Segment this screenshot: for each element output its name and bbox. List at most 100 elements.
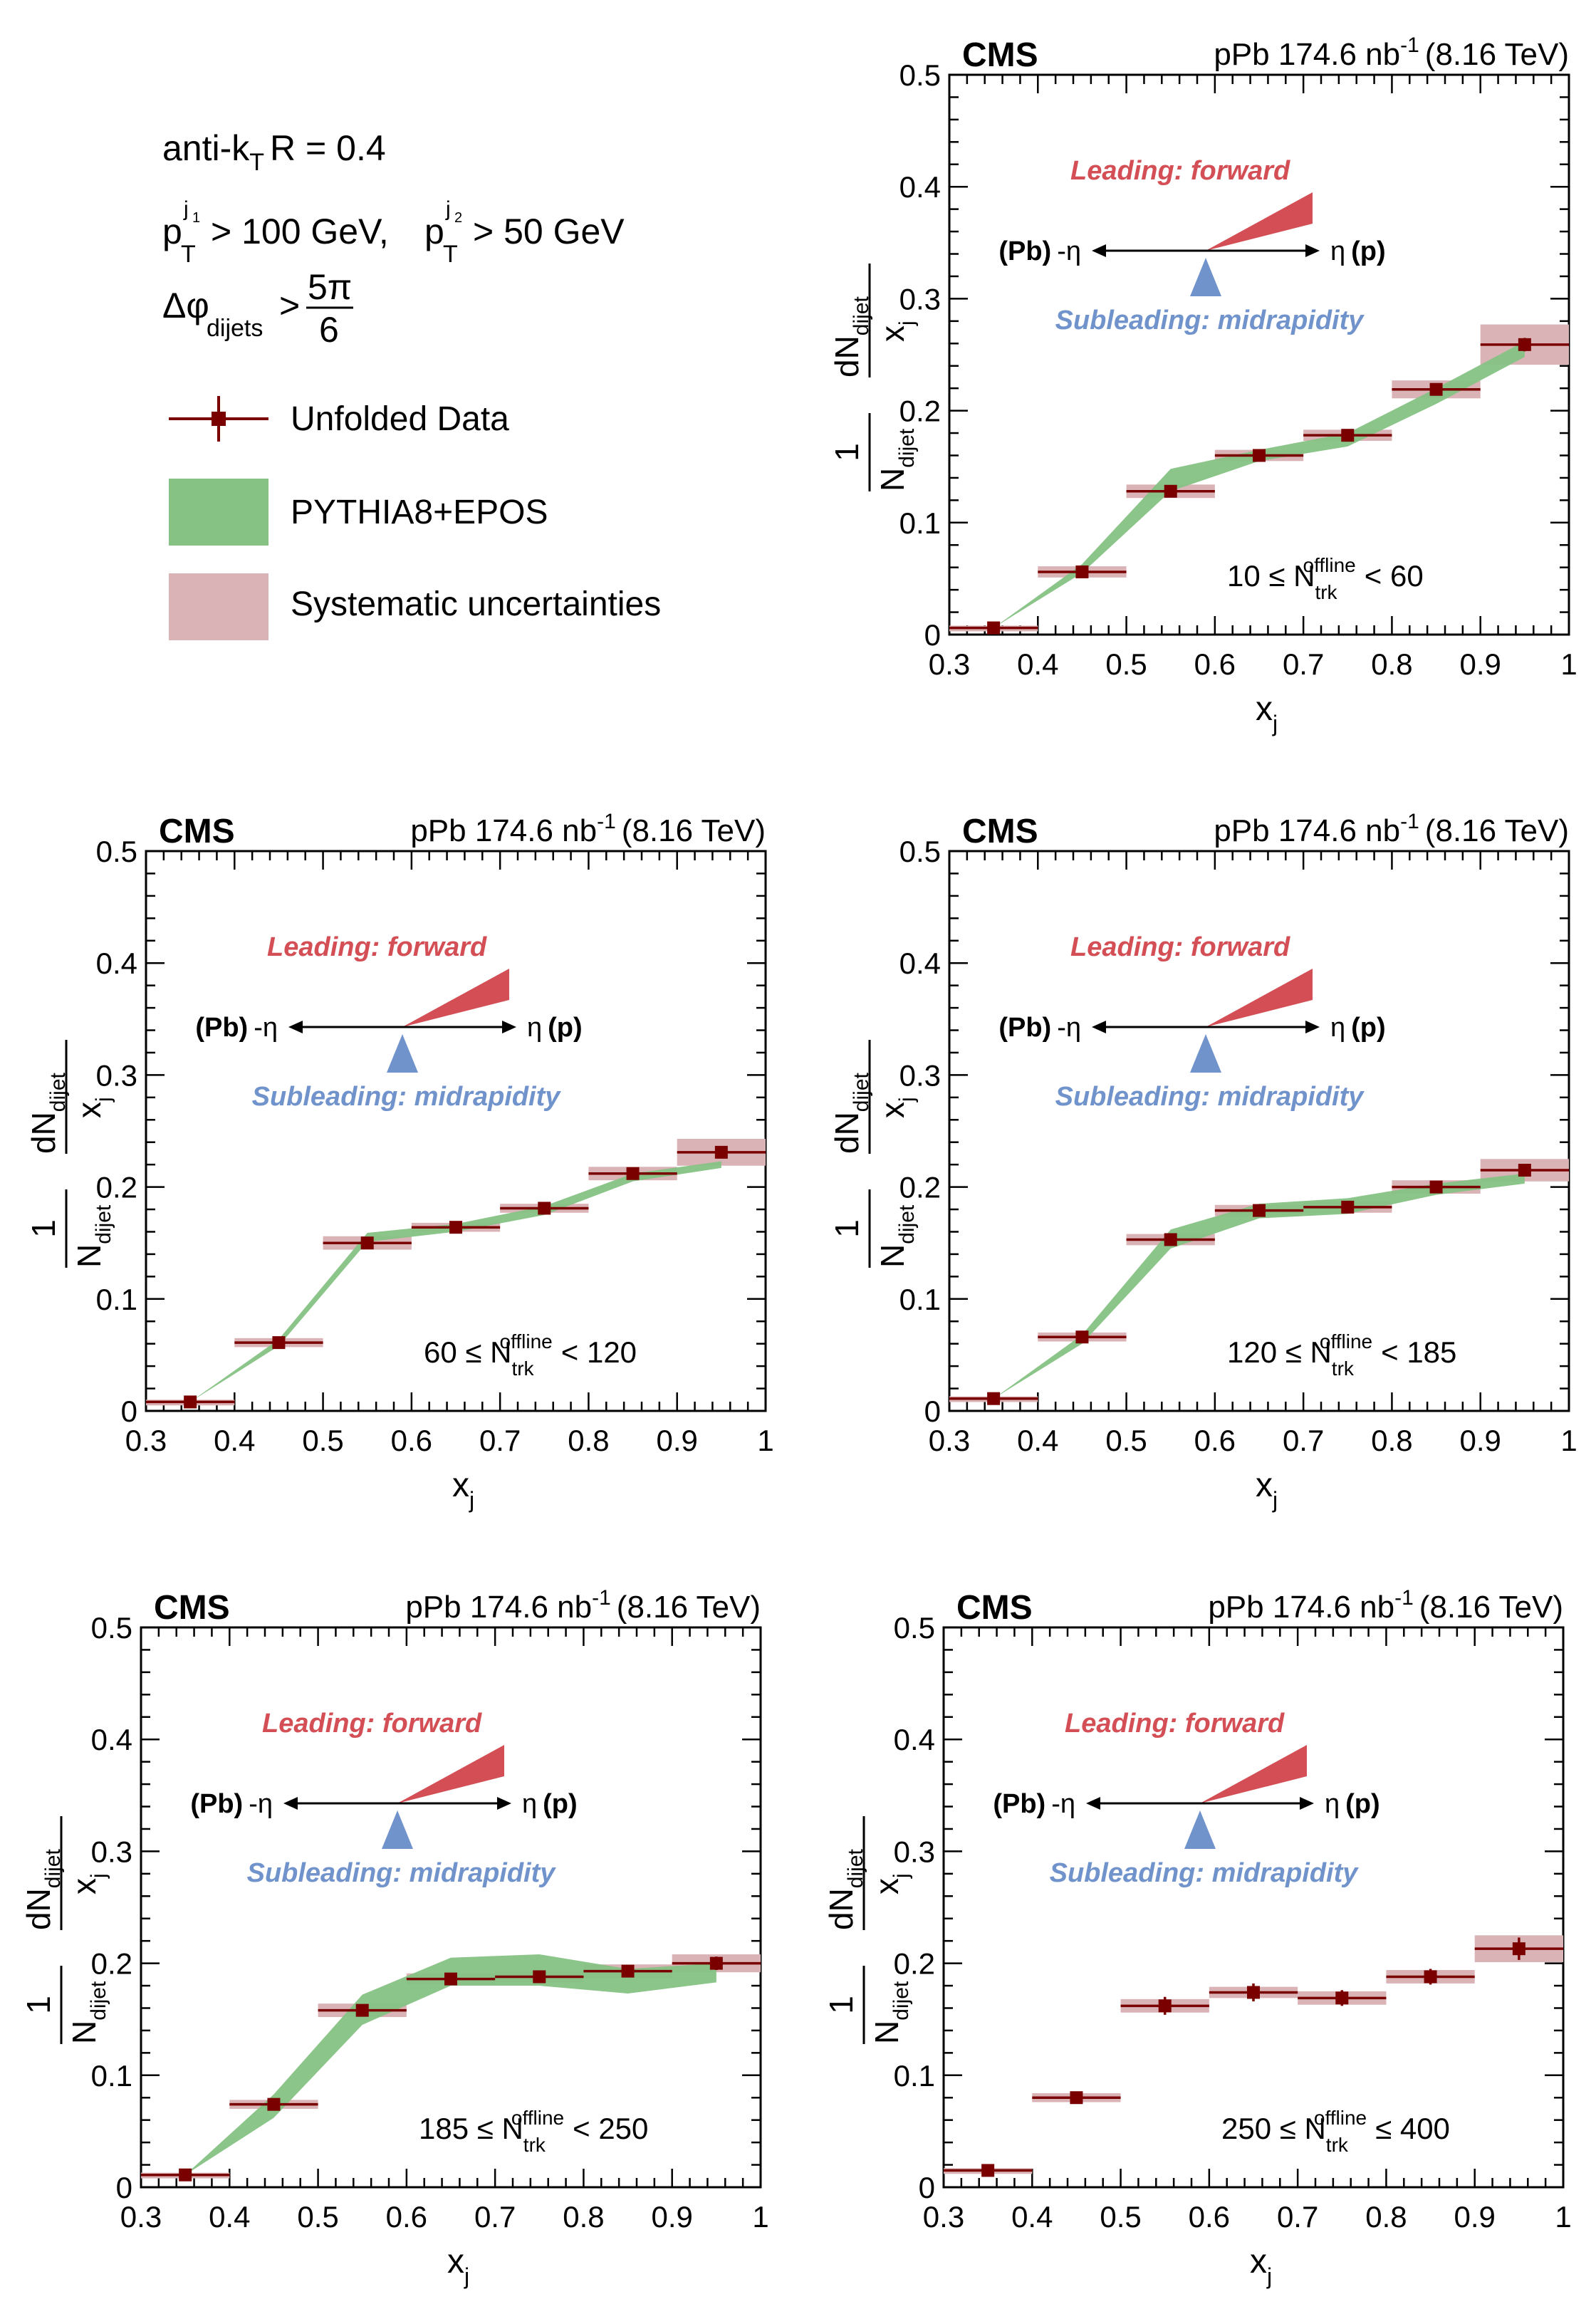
x-tick-label: 0.4 — [209, 2200, 250, 2234]
y-tick-label: 0.3 — [91, 1835, 132, 1868]
svg-text:Systematic uncertainties: Systematic uncertainties — [291, 585, 661, 623]
subleading-jet-cone — [382, 1810, 413, 1849]
y-tick-label: 0.4 — [899, 170, 941, 204]
multiplicity-range-label: 10 ≤ Ntrkoffline < 60 — [1227, 554, 1424, 603]
plot-frame — [942, 1626, 1565, 2189]
data-point — [1070, 2091, 1083, 2105]
x-axis-title: xj — [452, 1466, 474, 1513]
y-title-N: Ndijet — [71, 1204, 115, 1268]
arrow-right-icon — [1305, 1021, 1320, 1033]
arrow-right-icon — [497, 1797, 511, 1810]
y-title-x: xj — [874, 1097, 919, 1118]
y-axis-title: 1 Ndijet dNdijet xj — [25, 1040, 115, 1268]
x-axis-title: xj — [447, 2243, 469, 2289]
legend-entry-model: PYTHIA8+EPOS — [169, 479, 548, 546]
data-point — [449, 1221, 462, 1234]
y-title-x: xj — [868, 1873, 913, 1895]
svg-text:1: 1 — [192, 210, 200, 226]
x-tick-label: 0.7 — [474, 2200, 516, 2234]
data-point — [1075, 1330, 1089, 1344]
y-title-one: 1 — [828, 1219, 865, 1238]
y-title-dN: dNdijet — [828, 1072, 873, 1154]
data-point — [355, 2003, 369, 2017]
y-title-N: Ndijet — [868, 1981, 913, 2044]
eta-right-label: η (p) — [1330, 236, 1386, 266]
eta-left-label: (Pb) -η — [195, 1013, 278, 1043]
svg-text:PYTHIA8+EPOS: PYTHIA8+EPOS — [291, 494, 548, 531]
data-point — [272, 1336, 286, 1350]
leading-label: Leading: forward — [1070, 156, 1290, 186]
subleading-label: Subleading: midrapidity — [1055, 306, 1365, 335]
data-point — [1158, 1999, 1172, 2013]
experiment-label: CMS — [159, 813, 235, 850]
y-tick-label: 0.2 — [899, 1171, 941, 1204]
svg-text:p: p — [162, 212, 182, 251]
y-tick-label: 0 — [919, 2171, 935, 2204]
y-title-dN: dNdijet — [823, 1848, 867, 1930]
svg-text:T: T — [181, 241, 196, 268]
data-point — [1335, 1991, 1349, 2005]
svg-text:j: j — [445, 197, 451, 221]
y-tick-label: 0.5 — [91, 1611, 132, 1645]
y-title-one: 1 — [823, 1996, 860, 2014]
data-point — [1075, 565, 1089, 578]
arrow-right-icon — [502, 1021, 516, 1033]
y-title-N: Ndijet — [874, 428, 919, 491]
y-axis-title: 1 Ndijet dNdijet xj — [828, 264, 919, 491]
x-tick-label: 0.9 — [1454, 2200, 1496, 2234]
arrow-left-icon — [288, 1021, 303, 1033]
leading-label: Leading: forward — [1070, 932, 1290, 962]
y-title-dN: dNdijet — [25, 1072, 70, 1154]
plot-frame — [948, 850, 1570, 1412]
x-tick-label: 1 — [752, 2200, 768, 2234]
y-tick-label: 0.2 — [96, 1171, 137, 1204]
x-tick-label: 0.8 — [1371, 647, 1412, 681]
data-point — [184, 1395, 197, 1409]
jet-algorithm-label: anti-kT R = 0.4 — [162, 128, 386, 176]
y-tick-label: 0.1 — [899, 1283, 941, 1316]
svg-text:Δφ: Δφ — [162, 286, 209, 325]
x-axis-title: xj — [1256, 690, 1278, 736]
legend-entry-data: Unfolded Data — [169, 396, 509, 442]
legend-data-marker — [212, 412, 226, 426]
y-tick-label: 0.4 — [899, 947, 941, 980]
x-tick-label: 0.8 — [1371, 1424, 1412, 1457]
x-tick-label: 0.3 — [125, 1424, 167, 1457]
svg-text:6: 6 — [319, 310, 339, 350]
luminosity-label: pPb 174.6 nb-1 (8.16 TeV) — [1214, 33, 1569, 72]
luminosity-label: pPb 174.6 nb-1 (8.16 TeV) — [1208, 1586, 1563, 1625]
arrow-left-icon — [1086, 1797, 1100, 1810]
svg-text:Unfolded Data: Unfolded Data — [291, 400, 509, 438]
x-tick-label: 0.4 — [1017, 1424, 1058, 1457]
model-band — [993, 341, 1525, 628]
y-axis-title: 1 Ndijet dNdijet xj — [823, 1816, 913, 2044]
y-title-x: xj — [874, 320, 919, 342]
data-point — [709, 1956, 723, 1970]
multiplicity-range-label: 185 ≤ Ntrkoffline < 250 — [419, 2107, 648, 2156]
eta-right-label: η (p) — [1325, 1789, 1380, 1819]
data-point — [1253, 449, 1266, 462]
multiplicity-range-label: 250 ≤ Ntrkoffline ≤ 400 — [1221, 2107, 1450, 2156]
eta-right-label: η (p) — [1330, 1013, 1386, 1043]
plot-frame — [145, 850, 767, 1412]
panels: CMS pPb 174.6 nb-1 (8.16 TeV) 0.3 0.4 0.5 0.6 0… — [20, 33, 1577, 2289]
x-tick-label: 0.7 — [1283, 647, 1324, 681]
y-tick-label: 0.4 — [96, 947, 137, 980]
data-point — [444, 1972, 457, 1986]
y-title-dN: dNdijet — [20, 1848, 65, 1930]
kinematics-diagram: Leading: forward (Pb) -η η (p) Subleading: mi… — [993, 1709, 1379, 1888]
eta-left-label: (Pb) -η — [998, 236, 1081, 266]
x-tick-label: 0.3 — [120, 2200, 162, 2234]
data-point — [1341, 429, 1355, 442]
leading-jet-cone — [402, 969, 509, 1027]
data-point — [1164, 1233, 1177, 1246]
leading-label: Leading: forward — [267, 932, 487, 962]
arrow-right-icon — [1300, 1797, 1314, 1810]
y-title-one: 1 — [25, 1219, 62, 1238]
multiplicity-range-label: 120 ≤ Ntrkoffline < 185 — [1227, 1330, 1456, 1380]
x-tick-label: 0.6 — [1189, 2200, 1230, 2234]
model-band — [185, 1954, 716, 2175]
x-tick-label: 0.7 — [1283, 1424, 1324, 1457]
luminosity-label: pPb 174.6 nb-1 (8.16 TeV) — [410, 810, 766, 848]
x-axis-title: xj — [1250, 2243, 1272, 2289]
